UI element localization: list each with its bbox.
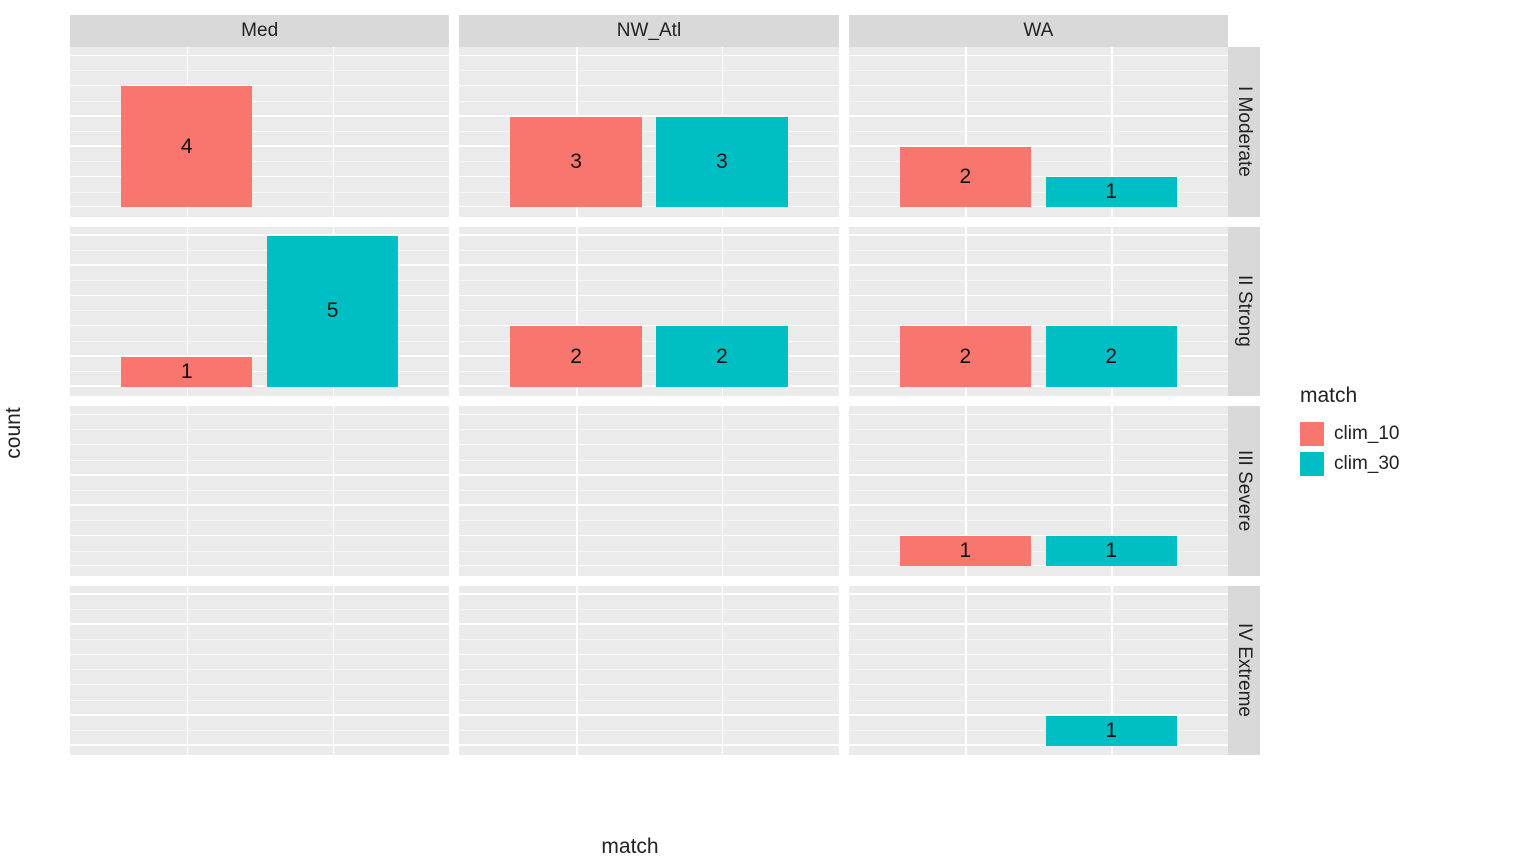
panel: clim_10clim_30 bbox=[459, 586, 838, 756]
bar bbox=[1046, 326, 1177, 387]
bar bbox=[510, 326, 641, 387]
panel: 22 bbox=[459, 227, 838, 397]
legend: match clim_10 clim_30 bbox=[1300, 384, 1399, 482]
legend-item-clim_30: clim_30 bbox=[1300, 452, 1399, 476]
panel: 15012345 bbox=[70, 227, 449, 397]
facet-grid: Med NW_Atl WA 40123453321I Moderate 15012345… bbox=[70, 15, 1260, 815]
bar bbox=[900, 147, 1031, 208]
col-strip: Med bbox=[70, 15, 449, 47]
bar bbox=[1046, 177, 1177, 207]
bar bbox=[656, 117, 787, 208]
row-strip: IV Extreme bbox=[1228, 586, 1260, 756]
bar bbox=[510, 117, 641, 208]
legend-key-clim_10 bbox=[1300, 422, 1324, 446]
panel: 22 bbox=[849, 227, 1228, 397]
row-strip: II Strong bbox=[1228, 227, 1260, 397]
bar bbox=[267, 236, 398, 387]
bar bbox=[656, 326, 787, 387]
col-strip: NW_Atl bbox=[459, 15, 838, 47]
y-axis-label: count bbox=[2, 407, 26, 458]
panel: 012345 bbox=[70, 406, 449, 576]
panel: 21 bbox=[849, 47, 1228, 217]
legend-label: clim_30 bbox=[1334, 453, 1399, 475]
panel: 4012345 bbox=[70, 47, 449, 217]
legend-item-clim_10: clim_10 bbox=[1300, 422, 1399, 446]
x-axis-label: match bbox=[0, 835, 1260, 859]
panel: 11 bbox=[849, 406, 1228, 576]
legend-title: match bbox=[1300, 384, 1399, 408]
bar bbox=[900, 326, 1031, 387]
bar bbox=[1046, 716, 1177, 746]
bar bbox=[121, 357, 252, 387]
panel: 1clim_10clim_30 bbox=[849, 586, 1228, 756]
row-strip: I Moderate bbox=[1228, 47, 1260, 217]
panel bbox=[459, 406, 838, 576]
panel: 33 bbox=[459, 47, 838, 217]
row-strip: III Severe bbox=[1228, 406, 1260, 576]
panel: 012345clim_10clim_30 bbox=[70, 586, 449, 756]
bar bbox=[900, 536, 1031, 566]
chart-root: count Med NW_Atl WA 40123453321I Moderate 15… bbox=[0, 0, 1536, 865]
legend-key-clim_30 bbox=[1300, 452, 1324, 476]
bar bbox=[121, 86, 252, 207]
bar bbox=[1046, 536, 1177, 566]
col-strip: WA bbox=[849, 15, 1228, 47]
legend-label: clim_10 bbox=[1334, 423, 1399, 445]
